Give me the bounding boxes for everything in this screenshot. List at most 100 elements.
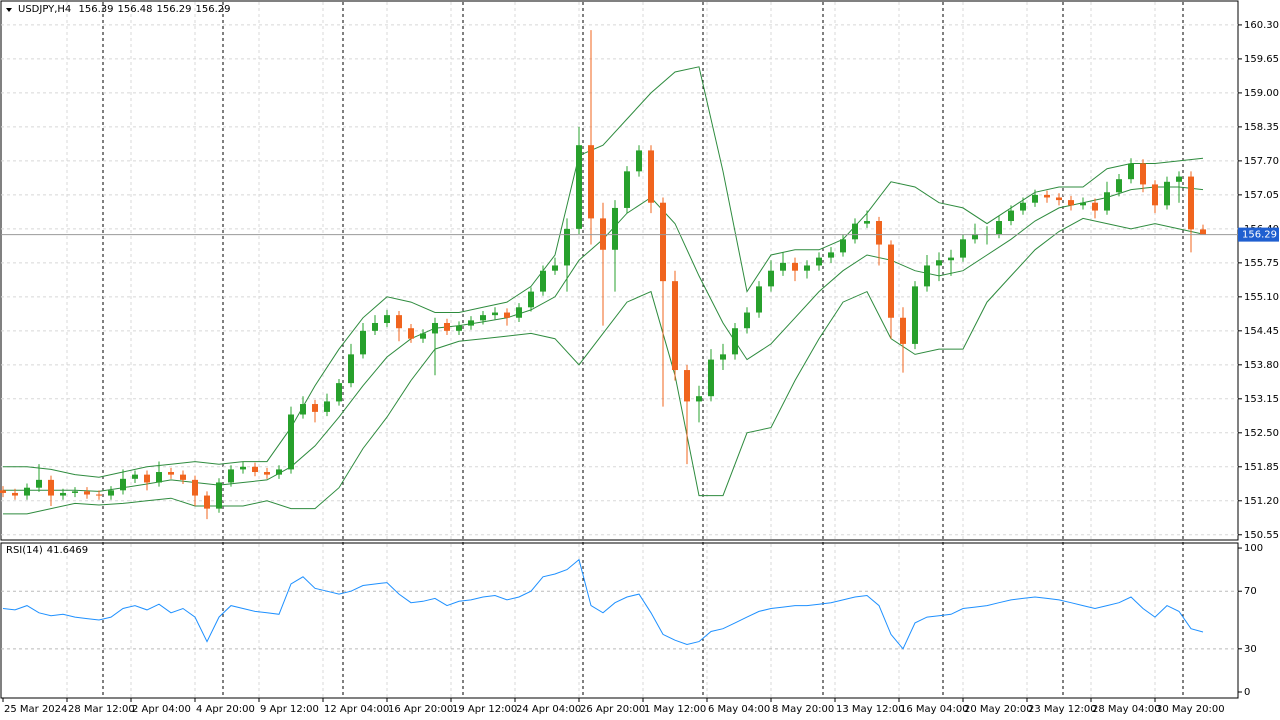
x-tick-label: 28 Mar 12:00 (68, 704, 135, 715)
bar-open: 156.39 (78, 4, 114, 15)
candle-body (1008, 210, 1014, 222)
candle-body (936, 260, 942, 266)
candle-body (1116, 179, 1122, 193)
candle-body (924, 265, 930, 287)
candle-body (768, 270, 774, 287)
candle-body (648, 150, 654, 203)
candle-body (108, 490, 114, 496)
candle-body (996, 221, 1002, 235)
y-tick-label: 100 (1244, 543, 1263, 554)
bollinger-upper (3, 66, 1204, 478)
x-tick-label: 19 Apr 12:00 (452, 704, 517, 715)
candle-body (672, 281, 678, 371)
bar-high: 156.48 (117, 4, 153, 15)
y-tick-label: 157.05 (1244, 190, 1279, 201)
candle-body (888, 244, 894, 318)
y-tick-label: 0 (1244, 687, 1250, 698)
candle-body (360, 330, 366, 355)
candle-body (384, 315, 390, 323)
candle-body (1020, 202, 1026, 211)
x-tick-label: 16 Apr 20:00 (388, 704, 453, 715)
candle-body (168, 472, 174, 475)
y-tick-label: 155.10 (1244, 292, 1279, 303)
candle-body (72, 491, 78, 493)
candle-body (48, 479, 54, 496)
candle-body (96, 494, 102, 496)
rsi-header: RSI(14) 41.6469 (6, 545, 92, 556)
x-tick-label: 26 Apr 20:00 (580, 704, 645, 715)
collapse-icon[interactable] (6, 8, 12, 12)
candle-body (336, 383, 342, 402)
candle-body (1104, 192, 1110, 211)
rsi-value: 41.6469 (46, 545, 89, 556)
candle-body (828, 252, 834, 258)
x-tick-label: 4 Apr 20:00 (196, 704, 255, 715)
bar-close: 156.29 (195, 4, 231, 15)
candle-body (1092, 202, 1098, 211)
candle-body (144, 474, 150, 483)
y-tick-label: 152.50 (1244, 428, 1279, 439)
x-tick-label: 24 Apr 04:00 (516, 704, 581, 715)
candle-body (36, 479, 42, 488)
candle-body (528, 291, 534, 308)
candle-body (240, 466, 246, 470)
candle-body (228, 469, 234, 483)
candle-body (444, 322, 450, 331)
candle-body (900, 317, 906, 344)
candle-body (684, 370, 690, 402)
candle-body (216, 482, 222, 509)
candle-body (504, 312, 510, 318)
candle-body (732, 328, 738, 355)
price-box (1238, 227, 1279, 242)
candle-body (636, 150, 642, 172)
candle-body (192, 479, 198, 496)
symbol: USDJPY,H4 (18, 4, 72, 15)
candle-body (408, 328, 414, 339)
candle-body (660, 202, 666, 282)
rsi-line (2, 558, 1204, 650)
candle-body (792, 262, 798, 271)
x-tick-label: 28 May 04:00 (1092, 704, 1161, 715)
candle-body (972, 234, 978, 240)
x-tick-label: 23 May 12:00 (1028, 704, 1097, 715)
candle-body (1056, 197, 1062, 201)
candle-body (276, 469, 282, 475)
candle-body (492, 312, 498, 316)
candle-body (300, 404, 306, 415)
candle-body (432, 322, 438, 334)
candle-body (540, 270, 546, 292)
candle-body (1032, 194, 1038, 203)
candle-body (876, 221, 882, 245)
candle-body (564, 228, 570, 266)
candle-body (864, 221, 870, 224)
candle-body (264, 472, 270, 475)
candle-body (420, 333, 426, 339)
candle-body (624, 171, 630, 208)
candle-body (1140, 163, 1146, 185)
candle-body (204, 495, 210, 509)
x-tick-label: 13 May 12:00 (836, 704, 905, 715)
candle-body (576, 145, 582, 229)
candle-body (948, 257, 954, 261)
candle-body (612, 207, 618, 250)
candle-body (1080, 202, 1086, 206)
y-tick-label: 160.30 (1244, 20, 1279, 31)
y-tick-label: 153.80 (1244, 360, 1279, 371)
candle-body (1044, 194, 1050, 198)
price-pane (0, 0, 1239, 541)
y-tick-label: 30 (1244, 644, 1257, 655)
x-tick-label: 8 May 20:00 (772, 704, 834, 715)
candle-body (960, 239, 966, 258)
candle-body (1164, 181, 1170, 206)
y-tick-label: 157.70 (1244, 156, 1279, 167)
candle-body (1128, 163, 1134, 180)
y-tick-label: 151.85 (1244, 462, 1279, 473)
x-tick-label: 30 May 20:00 (1156, 704, 1225, 715)
candle-body (324, 401, 330, 412)
candle-body (804, 265, 810, 271)
bar-low: 156.29 (156, 4, 192, 15)
y-tick-label: 159.00 (1244, 88, 1279, 99)
candle-body (468, 320, 474, 326)
candle-body (480, 315, 486, 321)
price-header: USDJPY,H4 156.39 156.48 156.29 156.29 (18, 4, 234, 15)
